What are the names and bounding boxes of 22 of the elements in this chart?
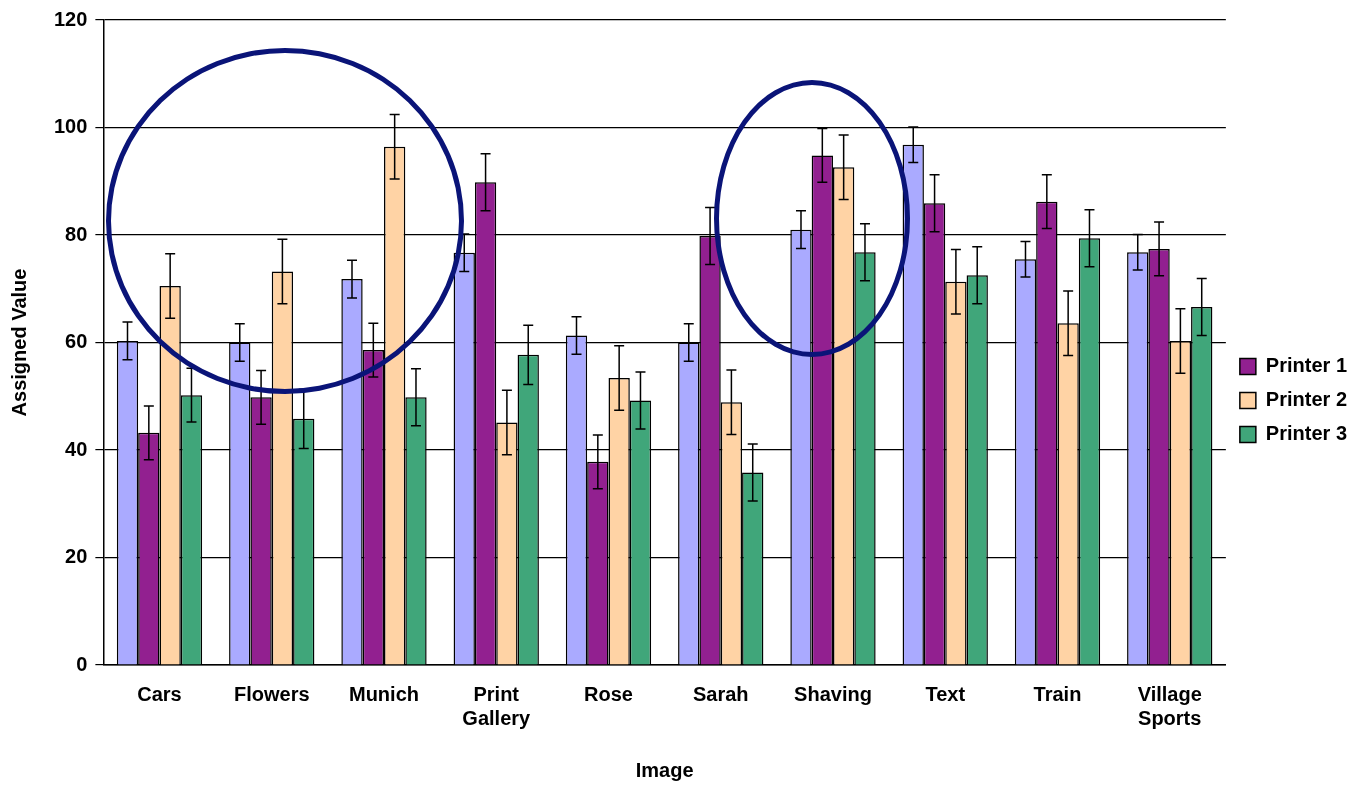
x-tick-label: Munich [348, 682, 419, 705]
x-tick-label: Shaving [794, 682, 872, 705]
y-tick-label: 40 [65, 437, 88, 460]
x-tick-label: Flowers [233, 682, 310, 705]
y-tick-label: 60 [65, 330, 88, 353]
y-tick-label: 100 [53, 115, 88, 138]
x-tick-label: Train [1033, 682, 1082, 705]
legend-label: Printer 3 [1265, 422, 1348, 445]
legend-label: Printer 2 [1265, 388, 1348, 411]
y-axis-title: Assigned Value [7, 268, 30, 417]
y-tick-label: 80 [65, 222, 88, 245]
x-axis-title: Image [635, 758, 694, 781]
x-tick-label: Rose [584, 682, 633, 705]
x-tick-label: Print Gallery [462, 682, 532, 729]
x-tick-label: Cars [137, 682, 182, 705]
y-tick-label: 20 [65, 545, 88, 568]
y-tick-label: 120 [53, 7, 88, 30]
x-tick-label: Village Sports [1137, 682, 1202, 729]
x-tick-label: Sarah [692, 682, 749, 705]
y-tick-label: 0 [76, 652, 88, 675]
x-tick-label: Text [925, 682, 966, 705]
legend-label: Printer 1 [1265, 354, 1348, 377]
